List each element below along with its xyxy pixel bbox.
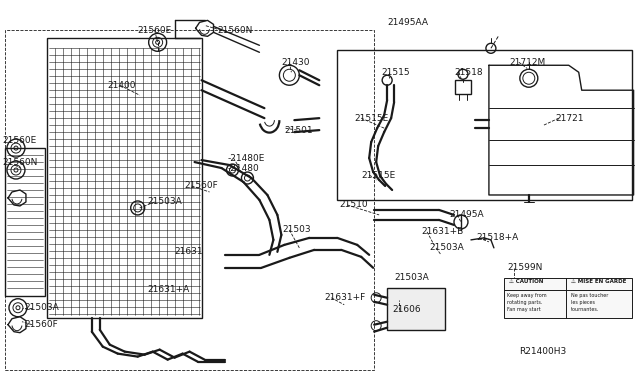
- Text: 21599N: 21599N: [507, 263, 542, 272]
- Text: ⚠ CAUTION: ⚠ CAUTION: [509, 279, 543, 284]
- Text: les pieces: les pieces: [571, 300, 595, 305]
- Text: Ne pas toucher: Ne pas toucher: [571, 293, 608, 298]
- Text: R21400H3: R21400H3: [519, 347, 566, 356]
- Text: 21510: 21510: [339, 201, 368, 209]
- Bar: [47, 38, 202, 318]
- Bar: [387, 288, 445, 330]
- Text: 21606: 21606: [392, 305, 420, 314]
- Text: 21503A: 21503A: [429, 243, 464, 252]
- Text: Keep away from: Keep away from: [507, 293, 547, 298]
- Bar: [504, 278, 632, 318]
- Text: 21631: 21631: [175, 247, 204, 256]
- Text: -21480: -21480: [227, 164, 259, 173]
- Text: 21631+F: 21631+F: [324, 293, 365, 302]
- Text: 21631+B: 21631+B: [421, 227, 463, 236]
- Text: 21495A: 21495A: [449, 211, 484, 219]
- Text: 21515E: 21515E: [361, 170, 396, 180]
- Text: rotating parts.: rotating parts.: [507, 300, 542, 305]
- Text: 21560N: 21560N: [218, 26, 253, 35]
- Bar: [337, 50, 632, 200]
- Text: 21560F: 21560F: [184, 182, 218, 190]
- Text: tournantes.: tournantes.: [571, 307, 599, 312]
- Text: 21518+A: 21518+A: [476, 233, 518, 243]
- Text: 21515: 21515: [381, 68, 410, 77]
- Text: ⚠ MISE EN GARDE: ⚠ MISE EN GARDE: [571, 279, 626, 284]
- Text: 21400: 21400: [108, 81, 136, 90]
- Bar: [455, 80, 471, 94]
- Bar: [5, 148, 45, 296]
- Text: 21501: 21501: [284, 126, 313, 135]
- Text: 21560F: 21560F: [24, 320, 58, 329]
- Text: -21480E: -21480E: [227, 154, 265, 163]
- Text: 21503A: 21503A: [148, 198, 182, 206]
- Text: 21518: 21518: [454, 68, 483, 77]
- Text: 21503A: 21503A: [24, 303, 59, 312]
- Text: 21430: 21430: [282, 58, 310, 67]
- Text: 21560E: 21560E: [138, 26, 172, 35]
- Text: 21495AA: 21495AA: [387, 18, 428, 27]
- Text: 21560E: 21560E: [2, 136, 36, 145]
- Text: 21503A: 21503A: [394, 273, 429, 282]
- Text: 21560N: 21560N: [2, 158, 37, 167]
- Text: 21712M: 21712M: [509, 58, 545, 67]
- Bar: [5, 31, 374, 370]
- Text: 21631+A: 21631+A: [148, 285, 190, 294]
- Text: 21721: 21721: [556, 114, 584, 123]
- Text: 21503: 21503: [282, 225, 311, 234]
- Text: Fan may start: Fan may start: [507, 307, 541, 312]
- Text: 21515E: 21515E: [354, 114, 388, 123]
